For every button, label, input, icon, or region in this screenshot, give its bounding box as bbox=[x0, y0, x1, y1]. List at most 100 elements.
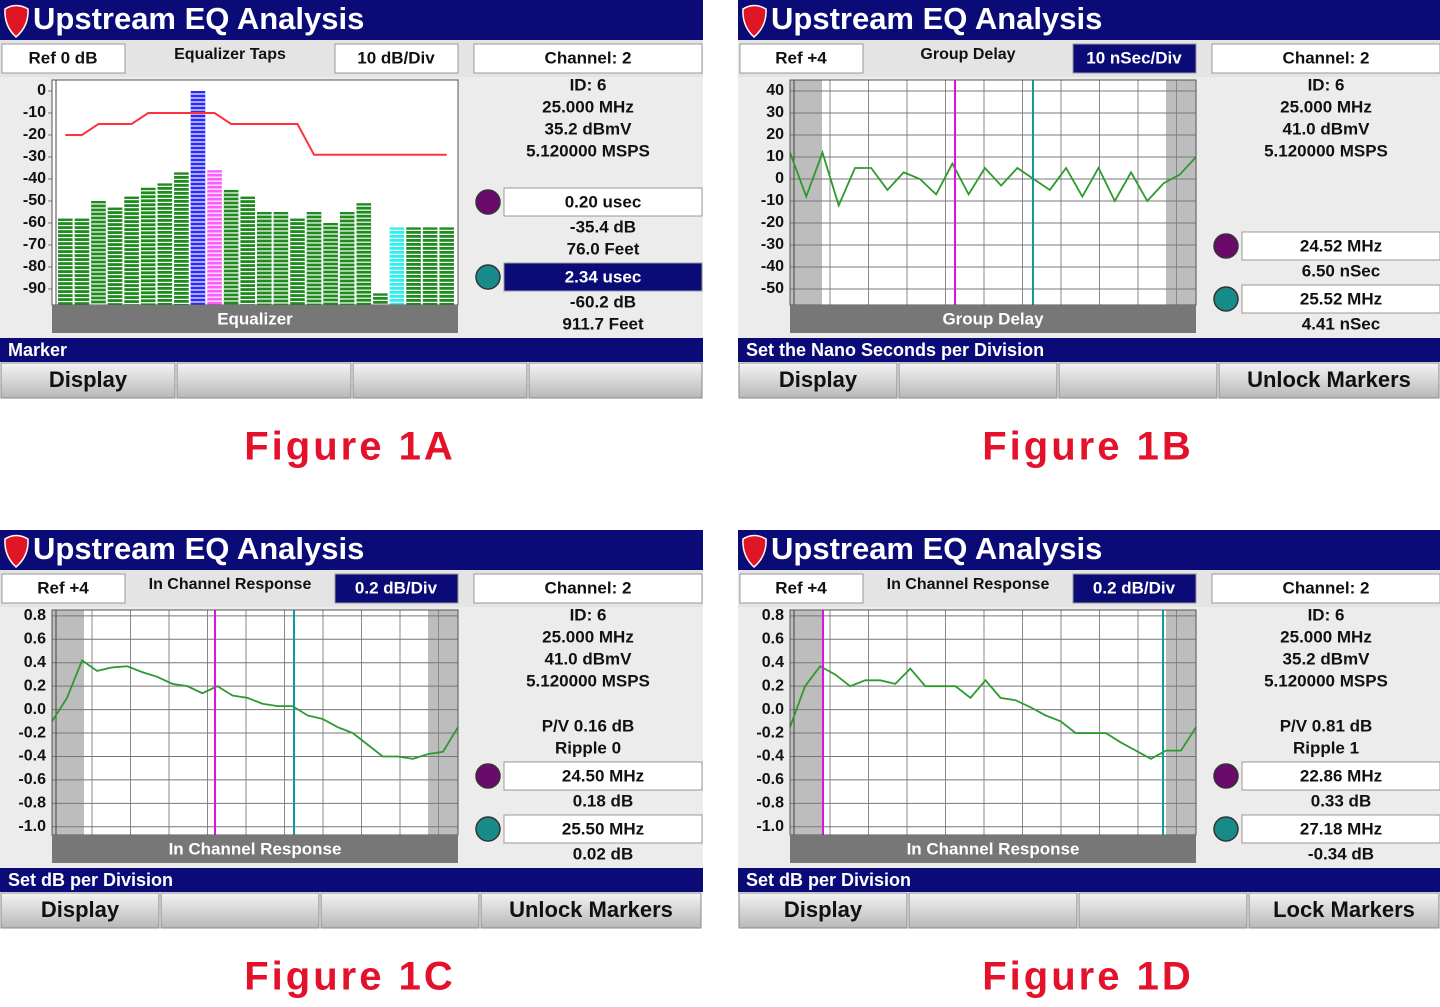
marker-reading: 911.7 Feet bbox=[562, 314, 644, 333]
softkey[interactable] bbox=[898, 362, 1058, 399]
softkey[interactable] bbox=[1248, 892, 1440, 929]
softkey[interactable] bbox=[738, 362, 898, 399]
softkey[interactable] bbox=[738, 892, 908, 929]
softkey[interactable] bbox=[0, 362, 176, 399]
trace bbox=[51, 659, 459, 760]
marker-box[interactable] bbox=[1241, 814, 1440, 844]
marker-icon[interactable] bbox=[475, 816, 501, 842]
softkey[interactable] bbox=[1218, 362, 1440, 399]
figure-caption: Figure 1B bbox=[982, 425, 1193, 469]
tap-bar bbox=[240, 196, 255, 305]
status: Marker bbox=[8, 340, 67, 360]
marker-icon[interactable] bbox=[1213, 233, 1239, 259]
edge-band bbox=[1166, 80, 1196, 305]
plot-label: Equalizer bbox=[217, 309, 293, 328]
scale-box bbox=[334, 573, 459, 604]
status-bar bbox=[738, 868, 1440, 892]
marker-reading: 4.41 nSec bbox=[1302, 314, 1380, 333]
edge-band bbox=[790, 80, 822, 305]
y-tick-label: 40 bbox=[766, 82, 784, 99]
softkey[interactable] bbox=[0, 892, 160, 929]
marker-icon[interactable] bbox=[1213, 763, 1239, 789]
analyzer-panel: Upstream EQ Analysis Ref +4 In Channel Res… bbox=[0, 530, 703, 999]
marker-icon[interactable] bbox=[475, 763, 501, 789]
marker-box[interactable] bbox=[503, 187, 703, 217]
channel-box bbox=[473, 43, 703, 74]
softkey-label: Display bbox=[41, 897, 120, 922]
figure-caption: Figure 1A bbox=[244, 425, 455, 469]
y-tick-label: 20 bbox=[766, 126, 784, 143]
y-tick-label: -0.4 bbox=[18, 748, 46, 765]
title: Upstream EQ Analysis bbox=[771, 1, 1102, 36]
ref-level: Ref 0 dB bbox=[29, 48, 98, 67]
softkey-label: Lock Markers bbox=[1273, 897, 1415, 922]
marker-icon[interactable] bbox=[1213, 286, 1239, 312]
marker-value: 2.34 usec bbox=[565, 267, 642, 286]
marker-value: 0.20 usec bbox=[565, 192, 642, 211]
status: Set dB per Division bbox=[8, 870, 173, 890]
softkey[interactable] bbox=[160, 892, 320, 929]
marker-icon[interactable] bbox=[1213, 816, 1239, 842]
y-tick-label: 10 bbox=[766, 148, 784, 165]
y-tick-label: -20 bbox=[761, 214, 784, 231]
ref-box bbox=[1, 43, 126, 74]
softkey[interactable] bbox=[352, 362, 528, 399]
marker-reading: 0.02 dB bbox=[573, 844, 633, 863]
title-bar bbox=[738, 530, 1440, 570]
channel-box bbox=[1211, 573, 1440, 604]
y-tick-label: 0.2 bbox=[24, 677, 46, 694]
softkey[interactable] bbox=[1078, 892, 1248, 929]
ref-level: Ref +4 bbox=[37, 578, 89, 597]
plot-label-bar bbox=[52, 305, 458, 333]
marker-reading: 0.33 dB bbox=[1311, 791, 1371, 810]
softkey[interactable] bbox=[480, 892, 702, 929]
marker-box[interactable] bbox=[503, 761, 703, 791]
limit-line bbox=[65, 111, 447, 156]
info-line: 5.120000 MSPS bbox=[526, 671, 650, 690]
trace bbox=[789, 665, 1197, 760]
y-tick-label: 0.0 bbox=[762, 701, 784, 718]
scale: 10 dB/Div bbox=[357, 48, 435, 67]
marker-box[interactable] bbox=[1241, 284, 1440, 314]
info-line: ID: 6 bbox=[1308, 75, 1345, 94]
marker-box[interactable] bbox=[503, 814, 703, 844]
y-tick-label: 0 bbox=[775, 170, 784, 187]
y-tick-label: -0.6 bbox=[756, 771, 784, 788]
stat-line: Ripple 0 bbox=[555, 738, 621, 757]
shield-icon bbox=[742, 4, 767, 38]
softkey[interactable] bbox=[908, 892, 1078, 929]
y-tick-label: -80 bbox=[23, 258, 46, 275]
info-line: 25.000 MHz bbox=[542, 627, 634, 646]
marker-box[interactable] bbox=[1241, 761, 1440, 791]
softkey[interactable] bbox=[176, 362, 352, 399]
marker-icon[interactable] bbox=[475, 264, 501, 290]
softkey[interactable] bbox=[320, 892, 480, 929]
softkey-label: Display bbox=[49, 367, 128, 392]
y-tick-label: -0.2 bbox=[756, 724, 784, 741]
y-tick-label: 0.6 bbox=[762, 631, 784, 648]
info-line: 25.000 MHz bbox=[1280, 97, 1372, 116]
edge-band bbox=[1166, 610, 1196, 835]
y-tick-label: -30 bbox=[23, 148, 46, 165]
softkey[interactable] bbox=[528, 362, 703, 399]
ref-level: Ref +4 bbox=[775, 48, 827, 67]
y-tick-label: -50 bbox=[761, 280, 784, 297]
info-line: 25.000 MHz bbox=[542, 97, 634, 116]
status-bar bbox=[738, 338, 1440, 362]
marker-icon[interactable] bbox=[475, 189, 501, 215]
info-line: ID: 6 bbox=[1308, 605, 1345, 624]
y-tick-label: -0.8 bbox=[756, 795, 784, 812]
status-bar bbox=[0, 868, 703, 892]
marker-box[interactable] bbox=[1241, 231, 1440, 261]
y-tick-label: -1.0 bbox=[756, 818, 784, 835]
softkey[interactable] bbox=[1058, 362, 1218, 399]
edge-band bbox=[428, 610, 458, 835]
title: Upstream EQ Analysis bbox=[33, 531, 364, 566]
y-tick-label: -40 bbox=[23, 170, 46, 187]
scale-box bbox=[1072, 43, 1197, 74]
tap-bar bbox=[323, 222, 338, 305]
marker-box[interactable] bbox=[503, 262, 703, 292]
scale: 0.2 dB/Div bbox=[1093, 578, 1176, 597]
y-tick-label: -90 bbox=[23, 280, 46, 297]
info-line: 5.120000 MSPS bbox=[526, 141, 650, 160]
